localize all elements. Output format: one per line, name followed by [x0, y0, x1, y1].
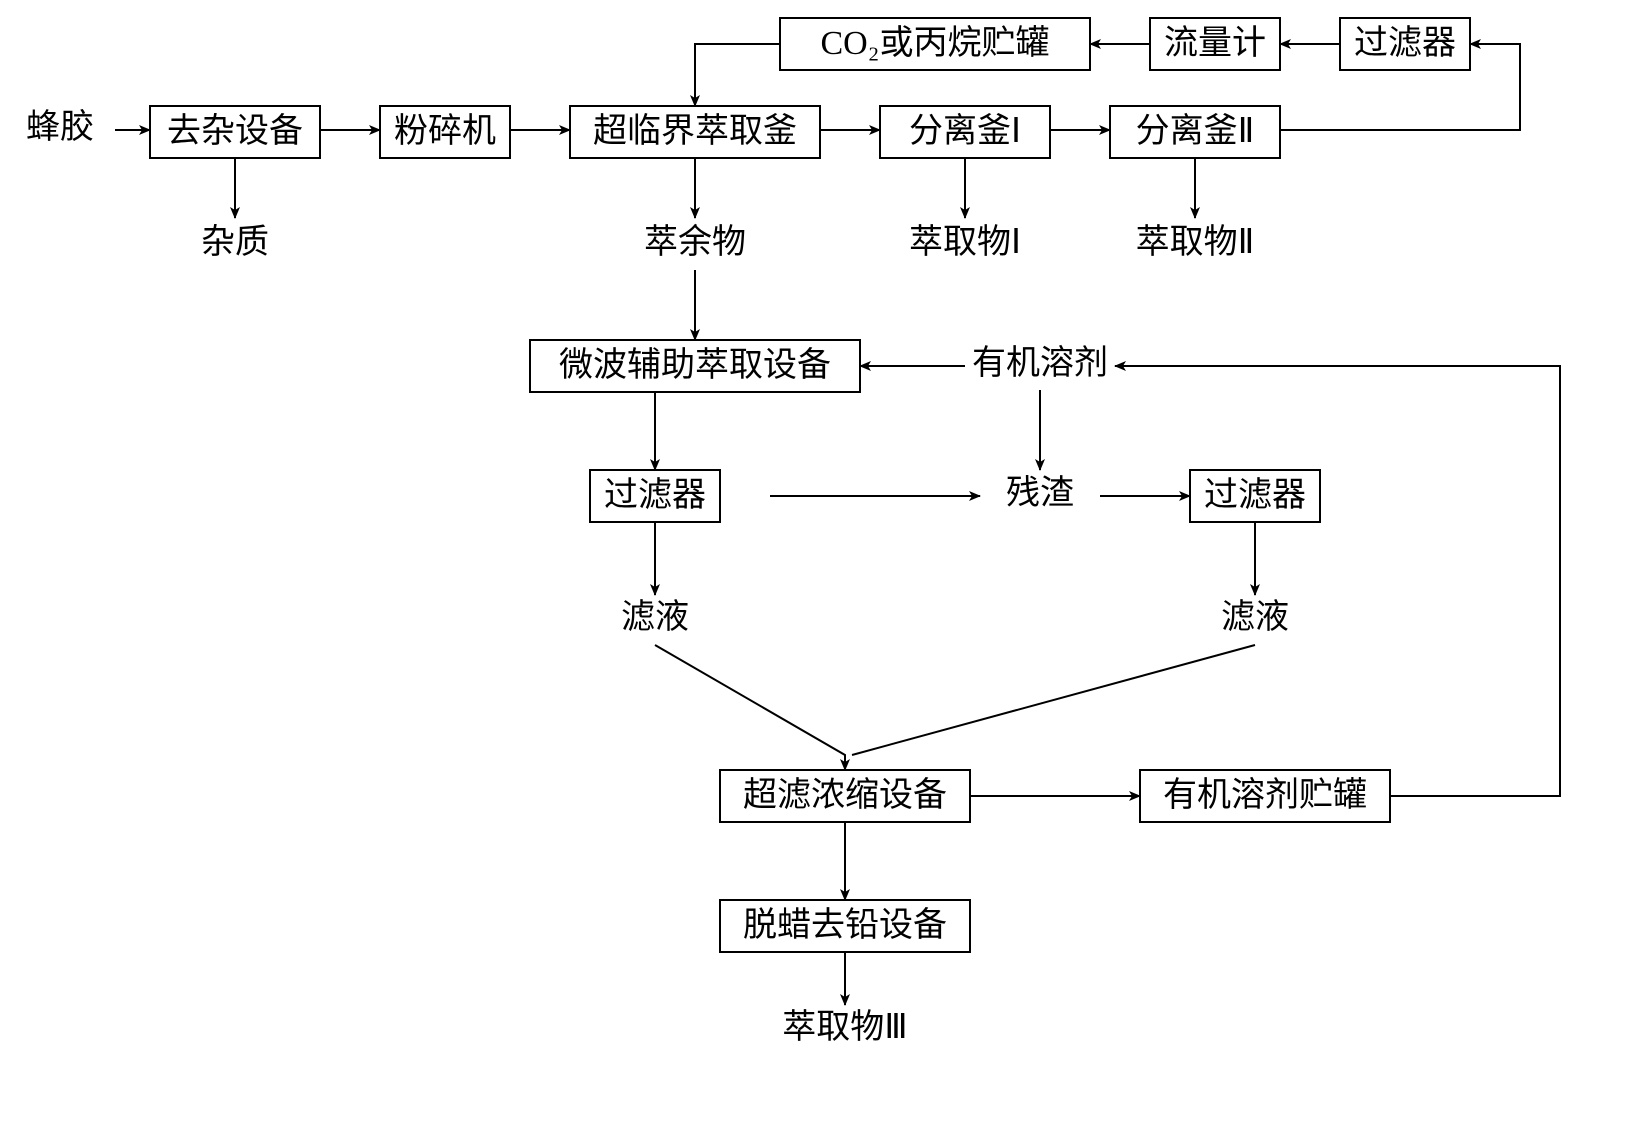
- node-ultrafilter: 超滤浓缩设备: [720, 770, 970, 822]
- node-filter_top: 过滤器: [1340, 18, 1470, 70]
- node-microwave: 微波辅助萃取设备: [530, 340, 860, 392]
- text-residue: 残渣: [1006, 474, 1074, 512]
- label-filter_right: 过滤器: [1204, 476, 1306, 514]
- text-extract3: 萃取物Ⅲ: [782, 1008, 907, 1046]
- label-solvent_tank: 有机溶剂贮罐: [1163, 776, 1367, 814]
- edge-filtrateR_b-ultra_t2: [852, 645, 1255, 755]
- node-separator2: 分离釜Ⅱ: [1110, 106, 1280, 158]
- node-solvent_tank: 有机溶剂贮罐: [1140, 770, 1390, 822]
- label-filter_left: 过滤器: [604, 476, 706, 514]
- edge-solvent_r-organic_r_in: [1115, 366, 1560, 796]
- label-scf_extractor: 超临界萃取釜: [593, 112, 797, 150]
- label-co2_tank: CO₂或丙烷贮罐: [820, 24, 1049, 62]
- node-scf_extractor: 超临界萃取釜: [570, 106, 820, 158]
- label-separator1: 分离釜Ⅰ: [909, 112, 1021, 150]
- label-ultrafilter: 超滤浓缩设备: [743, 776, 947, 814]
- label-crusher: 粉碎机: [394, 112, 496, 150]
- text-impurity: 杂质: [201, 224, 269, 261]
- node-separator1: 分离釜Ⅰ: [880, 106, 1050, 158]
- text-filtrate_left: 滤液: [621, 598, 689, 636]
- label-filter_top: 过滤器: [1354, 24, 1456, 62]
- label-decontam: 去杂设备: [167, 112, 303, 150]
- edge-co2_l-scf_t: [695, 44, 780, 106]
- node-filter_right: 过滤器: [1190, 470, 1320, 522]
- text-extract1: 萃取物Ⅰ: [909, 223, 1021, 261]
- node-dewax: 脱蜡去铅设备: [720, 900, 970, 952]
- edge-filtrateL_b-ultra_t: [655, 645, 845, 770]
- text-organic_solvent: 有机溶剂: [972, 344, 1108, 382]
- text-filtrate_right: 滤液: [1221, 598, 1289, 636]
- node-crusher: 粉碎机: [380, 106, 510, 158]
- node-co2_tank: CO₂或丙烷贮罐: [780, 18, 1090, 70]
- text-extract2: 萃取物Ⅱ: [1136, 223, 1255, 261]
- label-flowmeter: 流量计: [1164, 24, 1266, 62]
- label-separator2: 分离釜Ⅱ: [1136, 112, 1255, 150]
- node-filter_left: 过滤器: [590, 470, 720, 522]
- node-decontam: 去杂设备: [150, 106, 320, 158]
- label-microwave: 微波辅助萃取设备: [559, 346, 831, 384]
- text-propolis: 蜂胶: [26, 108, 94, 146]
- node-flowmeter: 流量计: [1150, 18, 1280, 70]
- text-raffinate: 萃余物: [644, 223, 746, 261]
- label-dewax: 脱蜡去铅设备: [743, 906, 947, 944]
